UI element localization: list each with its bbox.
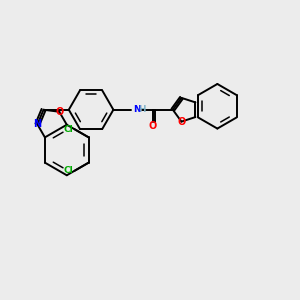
Text: O: O	[177, 117, 186, 127]
Text: Cl: Cl	[63, 166, 73, 175]
Text: N: N	[33, 119, 41, 129]
Text: N: N	[133, 105, 140, 114]
Text: O: O	[148, 121, 157, 131]
Text: H: H	[138, 105, 145, 114]
Text: O: O	[55, 107, 63, 117]
Text: Cl: Cl	[63, 125, 73, 134]
Text: NH: NH	[133, 105, 146, 114]
